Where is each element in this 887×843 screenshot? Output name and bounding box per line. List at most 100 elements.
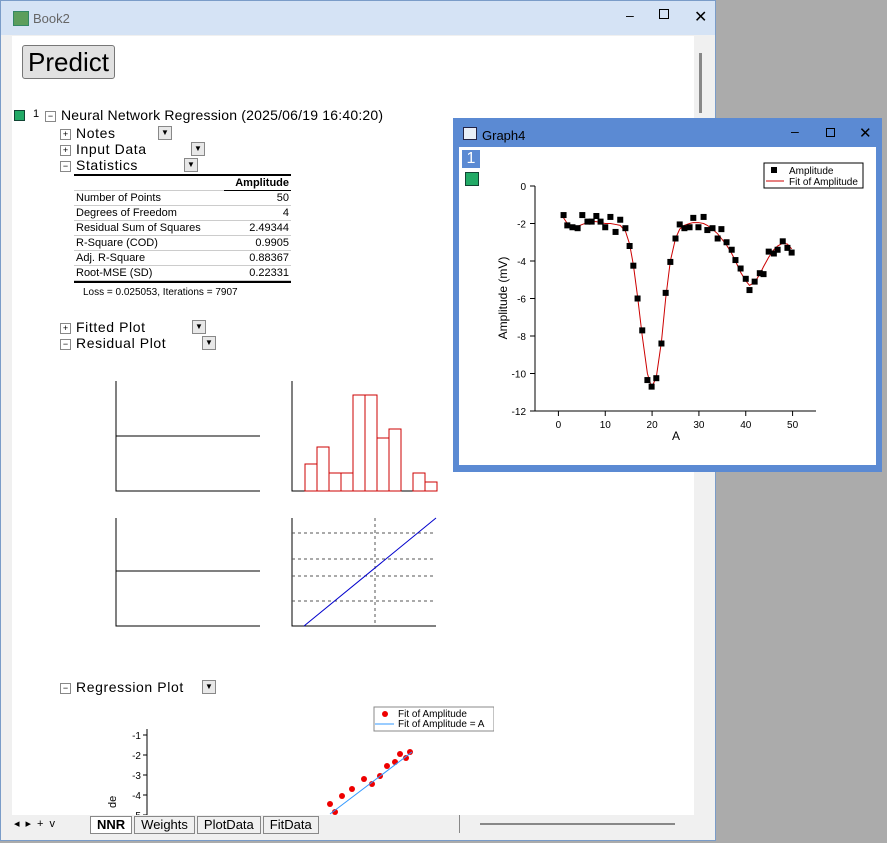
close[interactable]: ✕ xyxy=(859,125,872,142)
book-icon xyxy=(13,11,29,26)
collapse-box[interactable]: − xyxy=(60,683,71,694)
graph-chart: A Amplitude (mV) 0 10 20 30 40 50 0 -2 -4 -6 -8 -10… xyxy=(496,162,864,443)
y-tick-label: -4 xyxy=(132,791,141,802)
x-tick-label: 40 xyxy=(740,420,752,431)
data-point xyxy=(784,244,791,251)
expand-box[interactable]: − xyxy=(60,161,71,172)
axis xyxy=(291,381,436,492)
section-title: Notes xyxy=(76,125,116,141)
x-tick-label: 30 xyxy=(693,420,705,431)
data-point xyxy=(574,225,581,232)
minimize[interactable]: – xyxy=(791,123,799,139)
report-title: Neural Network Regression (2025/06/19 16… xyxy=(61,107,384,123)
data-point xyxy=(630,262,637,269)
x-tick-label: 10 xyxy=(600,420,612,431)
y-tick-label: -3 xyxy=(132,771,141,782)
reference-line xyxy=(303,517,437,627)
y-axis-label: de xyxy=(107,796,119,808)
fit-line xyxy=(563,217,793,389)
window-title: Book2 xyxy=(33,11,70,26)
expand-box[interactable]: − xyxy=(60,339,71,350)
data-point xyxy=(779,238,786,245)
sheet-tab[interactable]: Weights xyxy=(134,816,195,834)
data-point xyxy=(597,218,604,225)
legend-label: Amplitude xyxy=(789,166,834,177)
minimize[interactable]: – xyxy=(626,7,634,23)
table-row: Root-MSE (SD) 0.22331 xyxy=(74,265,291,281)
window-title: Graph4 xyxy=(482,128,526,143)
y-tick-label: -6 xyxy=(517,295,526,306)
dropdown[interactable]: ▼ xyxy=(184,158,198,172)
sheet-tab[interactable]: FitData xyxy=(262,816,319,834)
data-point xyxy=(737,265,744,272)
section-title: Regression Plot xyxy=(76,679,184,695)
data-point xyxy=(686,224,693,231)
data-point xyxy=(662,289,669,296)
data-point xyxy=(588,218,595,225)
data-point xyxy=(658,340,665,347)
expand-box[interactable]: + xyxy=(60,129,71,140)
y-tick-label: -10 xyxy=(512,370,527,381)
table-row: Adj. R-Square 0.88367 xyxy=(74,250,291,266)
data-point xyxy=(751,278,758,285)
axis xyxy=(115,518,260,627)
expand-box[interactable]: + xyxy=(60,323,71,334)
y-tick-label: -2 xyxy=(517,220,526,231)
data-point xyxy=(770,250,777,257)
scroll-thumb[interactable] xyxy=(699,53,702,113)
section-title: Statistics xyxy=(76,157,139,173)
row-label: Residual Sum of Squares xyxy=(74,220,224,236)
data-point xyxy=(564,222,571,229)
data-point xyxy=(788,249,795,256)
dropdown[interactable]: ▼ xyxy=(191,142,205,156)
data-point xyxy=(602,224,609,231)
data-point xyxy=(676,221,683,228)
y-tick-label: -12 xyxy=(512,407,527,418)
data-point xyxy=(607,213,614,220)
maximize[interactable] xyxy=(826,128,835,137)
data-point xyxy=(714,235,721,242)
data-point xyxy=(723,239,730,246)
collapse-box[interactable]: − xyxy=(45,111,56,122)
hscroll[interactable] xyxy=(459,815,710,833)
sheet-tab[interactable]: NNR xyxy=(90,816,133,834)
y-tick-label: -8 xyxy=(517,332,526,343)
row-value: 0.88367 xyxy=(223,250,291,266)
close[interactable]: ✕ xyxy=(694,9,708,26)
layer-button[interactable]: 1 xyxy=(462,150,480,168)
predict-button[interactable]: Predict xyxy=(22,45,115,79)
maximize[interactable] xyxy=(659,9,669,19)
data-point xyxy=(704,227,711,234)
dropdown[interactable]: ▼ xyxy=(202,336,216,350)
data-point xyxy=(709,225,716,232)
column-header: Amplitude xyxy=(223,175,291,191)
table-row: Degrees of Freedom 4 xyxy=(74,205,291,221)
data-point xyxy=(626,243,633,249)
legend-symbol xyxy=(771,167,777,173)
data-point xyxy=(700,213,707,220)
dropdown[interactable]: ▼ xyxy=(158,126,172,140)
row-value: 4 xyxy=(223,205,291,221)
row-label: Adj. R-Square xyxy=(74,250,224,266)
y-tick-label: -4 xyxy=(517,257,526,268)
statistics-table: Amplitude Number of Points 50 Degrees of F… xyxy=(74,174,291,298)
data-point xyxy=(760,271,767,278)
data-point xyxy=(569,224,576,231)
legend-symbol xyxy=(382,711,388,717)
axis xyxy=(115,381,260,492)
data-point xyxy=(648,383,655,390)
dropdown[interactable]: ▼ xyxy=(192,320,206,334)
row-label: Degrees of Freedom xyxy=(74,205,224,221)
x-axis-label: A xyxy=(672,429,680,443)
data-point xyxy=(690,214,697,221)
sheet-tab[interactable]: PlotData xyxy=(196,816,261,834)
data-point xyxy=(746,287,753,294)
data-point xyxy=(667,258,674,265)
lock-icon xyxy=(14,110,25,121)
tab-nav[interactable]: ◂▸+v xyxy=(14,818,61,830)
dropdown[interactable]: ▼ xyxy=(202,680,216,694)
data-point xyxy=(579,212,586,219)
expand-box[interactable]: + xyxy=(60,145,71,156)
graph-page: 1 xyxy=(459,147,876,465)
